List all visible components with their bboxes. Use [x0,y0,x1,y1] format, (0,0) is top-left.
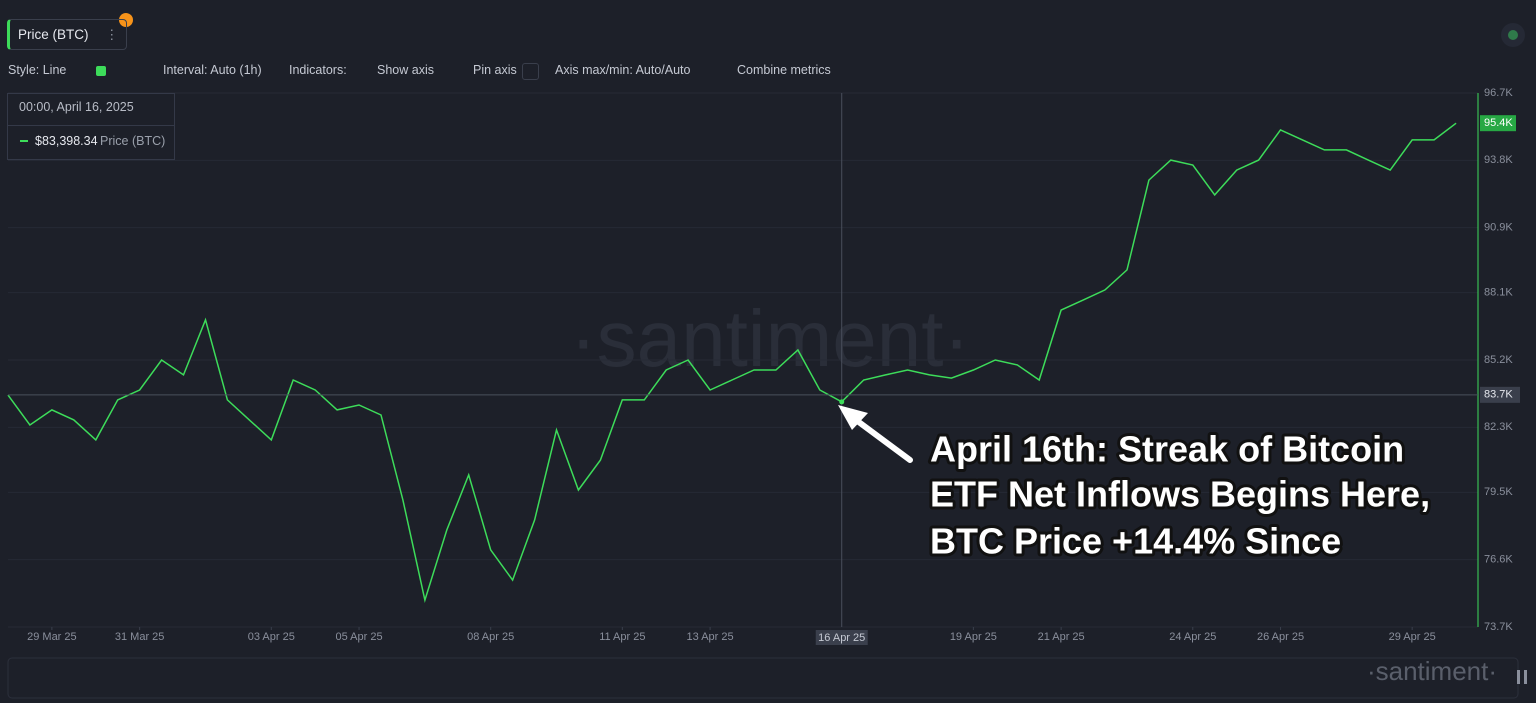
crosshair-y-label: 83.7K [1484,389,1513,401]
color-picker[interactable] [96,66,106,76]
y-tick-label: 85.2K [1484,354,1513,366]
show-axis-toggle[interactable]: Show axis [377,63,434,77]
metric-name: Price (BTC) [18,27,89,42]
tooltip-time: 00:00, April 16, 2025 [19,100,134,114]
x-tick-label: 26 Apr 25 [1257,631,1304,643]
y-tick-label: 93.8K [1484,154,1513,166]
price-line [7,122,1457,604]
watermark-small: ·santiment· [1367,656,1497,686]
x-tick-label: 08 Apr 25 [467,631,514,643]
x-tick-label: 03 Apr 25 [248,631,295,643]
watermark: ·santiment· [570,294,970,383]
crosshair-x-box [815,630,868,645]
y-tick-label: 88.1K [1484,287,1513,299]
last-price-label: 95.4K [1484,117,1513,129]
tooltip-swatch [20,140,28,142]
menu-dots: ⋮ [105,27,119,42]
interval-select[interactable]: Interval: Auto (1h) [163,63,262,77]
x-tick-label: 19 Apr 25 [950,631,997,643]
y-tick-label: 90.9K [1484,222,1513,234]
annotation-line: ETF Net Inflows Begins Here, [930,474,1430,515]
annotation-line: April 16th: Streak of Bitcoin [930,429,1404,470]
y-tick-label: 76.6K [1484,554,1513,566]
tooltip-value: $83,398.34 [35,134,98,148]
x-tick-label: 05 Apr 25 [335,631,382,643]
y-tick-label: 79.5K [1484,486,1513,498]
pin-axis-checkbox[interactable] [522,63,539,80]
y-tick-label: 96.7K [1484,87,1513,99]
pause-bar [1524,670,1527,684]
axis-minmax-select[interactable]: Axis max/min: Auto/Auto [555,63,691,77]
pin-axis-toggle[interactable]: Pin axis [473,63,517,77]
tooltip-divider [8,125,174,126]
x-tick-label: 31 Mar 25 [115,631,165,643]
x-tick-label: 29 Mar 25 [27,631,77,643]
pause-bar [1517,670,1520,684]
y-tick-label: 73.7K [1484,621,1513,633]
annotation-line: BTC Price +14.4% Since [930,521,1341,562]
combine-metrics[interactable]: Combine metrics [737,63,831,77]
tooltip-metric: Price (BTC) [100,134,166,148]
tooltip-point [839,399,845,405]
style-select[interactable]: Style: Line [8,63,67,77]
last-price-box [1480,115,1516,132]
y-tick-label: 82.3K [1484,421,1513,433]
metric-button[interactable]: Price (BTC) ⋮ [7,19,127,50]
x-tick-label: 21 Apr 25 [1038,631,1085,643]
status-dot [1508,30,1518,40]
x-tick-label: 24 Apr 25 [1169,631,1216,643]
indicators-select[interactable]: Indicators: [289,63,347,77]
tooltip: 00:00, April 16, 2025 $83,398.34 Price (… [7,93,175,160]
x-tick-label: 11 Apr 25 [599,631,645,643]
annotation-arrow [838,405,913,463]
crosshair-y-box [1480,386,1520,403]
crosshair-x-label: 16 Apr 25 [818,632,865,644]
x-tick-label: 29 Apr 25 [1389,631,1436,643]
x-tick-label: 13 Apr 25 [687,631,734,643]
